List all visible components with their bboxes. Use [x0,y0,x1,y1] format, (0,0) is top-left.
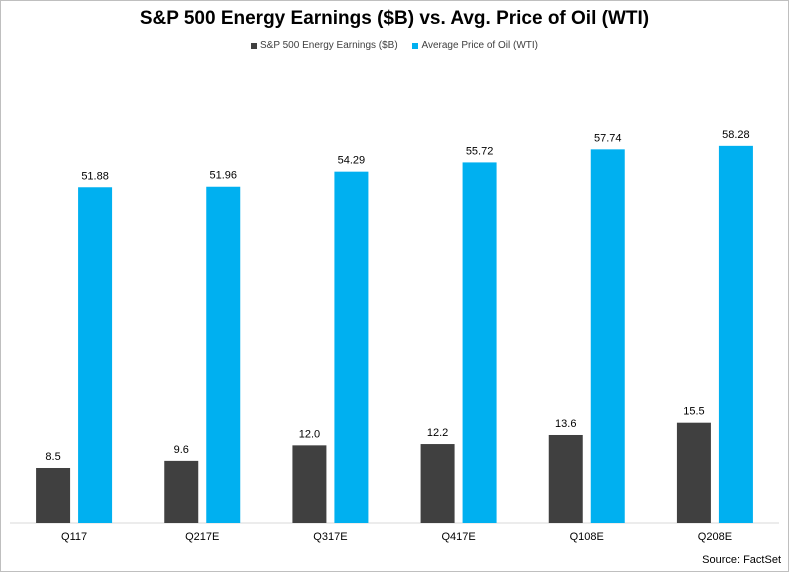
source-note: Source: FactSet [702,554,781,566]
data-label-earnings-2: 12.0 [299,428,320,440]
bar-earnings-3 [420,444,455,523]
legend-item-earnings: S&P 500 Energy Earnings ($B) [251,40,398,51]
x-tick-label-4: Q108E [570,531,604,543]
bar-earnings-5 [676,422,711,523]
legend-swatch-oil [412,42,419,49]
bar-oil-0 [78,187,113,524]
x-tick-label-0: Q117 [61,531,87,543]
data-label-earnings-3: 12.2 [427,427,448,439]
x-tick-label-1: Q217E [185,531,219,543]
data-label-oil-3: 55.72 [466,145,494,157]
data-label-oil-0: 51.88 [81,170,109,182]
x-tick-label-5: Q208E [698,531,732,543]
data-label-oil-4: 57.74 [594,132,622,144]
data-label-earnings-0: 8.5 [45,451,60,463]
legend-item-oil: Average Price of Oil (WTI) [412,40,538,51]
data-label-earnings-4: 13.6 [555,418,576,430]
bar-earnings-0 [36,467,71,523]
legend-swatch-earnings [251,42,258,49]
data-label-oil-5: 58.28 [722,129,750,141]
bar-oil-1 [206,186,241,523]
data-label-oil-2: 54.29 [338,155,366,167]
bar-earnings-1 [164,460,199,523]
bar-oil-4 [590,149,625,523]
bar-earnings-4 [548,434,583,523]
bar-oil-3 [462,162,497,524]
data-label-earnings-1: 9.6 [174,444,189,456]
bar-oil-5 [718,145,753,523]
x-tick-label-3: Q417E [441,531,475,543]
chart-legend: S&P 500 Energy Earnings ($B) Average Pri… [0,40,789,52]
bar-oil-2 [334,171,369,523]
chart-title: S&P 500 Energy Earnings ($B) vs. Avg. Pr… [139,8,650,29]
bar-earnings-2 [292,445,327,523]
legend-label-oil: Average Price of Oil (WTI) [421,40,538,51]
data-label-earnings-5: 15.5 [683,406,704,418]
x-tick-label-2: Q317E [313,531,347,543]
data-label-oil-1: 51.96 [209,170,237,182]
legend-label-earnings: S&P 500 Energy Earnings ($B) [260,40,398,51]
